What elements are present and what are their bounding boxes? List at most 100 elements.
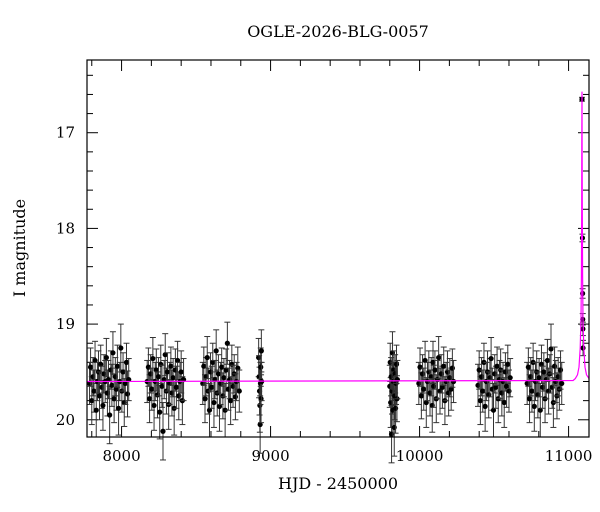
data-marker: [168, 363, 174, 369]
data-point: [423, 377, 430, 428]
data-marker: [476, 367, 482, 373]
data-point: [525, 347, 532, 387]
data-marker: [158, 361, 164, 367]
data-marker: [201, 363, 207, 369]
data-marker: [115, 405, 122, 411]
data-marker: [178, 369, 184, 375]
data-marker: [236, 388, 242, 394]
data-marker: [555, 374, 561, 380]
data-point: [548, 323, 555, 375]
data-marker: [235, 365, 241, 371]
data-marker: [160, 428, 166, 434]
data-point: [490, 382, 497, 438]
data-point: [153, 348, 160, 392]
data-marker: [103, 354, 109, 361]
data-marker: [219, 364, 225, 370]
data-point: [206, 382, 213, 438]
x-tick-label: 10000: [396, 447, 444, 465]
data-point: [148, 367, 155, 411]
data-marker: [492, 371, 498, 377]
data-point: [162, 333, 169, 377]
data-marker: [430, 359, 436, 365]
data-marker: [450, 378, 457, 385]
data-marker: [120, 369, 126, 375]
data-marker: [431, 383, 437, 389]
data-point: [174, 340, 181, 381]
data-marker: [529, 388, 535, 394]
model-curve: [86, 91, 590, 383]
model-curve-group: [86, 91, 590, 383]
data-marker: [174, 357, 181, 364]
data-point: [178, 350, 185, 394]
data-marker: [559, 380, 565, 387]
data-marker: [111, 396, 117, 402]
data-marker: [548, 346, 554, 352]
data-marker: [98, 361, 104, 367]
data-marker: [96, 393, 103, 399]
data-marker: [159, 383, 165, 389]
data-marker: [422, 357, 428, 364]
data-point: [537, 382, 544, 438]
data-marker: [107, 412, 113, 418]
data-marker: [493, 384, 499, 390]
data-marker: [114, 363, 120, 369]
data-marker: [123, 359, 130, 365]
data-marker: [89, 398, 95, 404]
data-point: [218, 347, 225, 387]
data-marker: [417, 364, 423, 370]
data-marker: [209, 384, 215, 390]
data-point: [215, 354, 222, 394]
data-marker: [524, 380, 530, 387]
x-tick-label: 8000: [102, 447, 140, 465]
data-marker: [176, 393, 182, 399]
data-marker: [553, 378, 559, 385]
data-marker: [122, 380, 128, 387]
data-point: [507, 358, 514, 398]
data-marker: [170, 375, 176, 381]
data-marker: [544, 357, 551, 364]
data-marker: [224, 340, 230, 346]
y-tick-label: 20: [56, 411, 75, 429]
plot-frame: [86, 59, 590, 438]
data-marker: [423, 399, 429, 406]
data-point: [482, 381, 489, 432]
data-marker: [507, 375, 513, 381]
data-marker: [213, 348, 219, 354]
data-marker: [434, 376, 441, 383]
x-axis-label: HJD - 2450000: [278, 474, 398, 493]
data-marker: [441, 363, 447, 369]
data-marker: [92, 357, 98, 364]
data-marker: [531, 403, 537, 409]
data-marker: [537, 407, 543, 413]
axis-ticks: [87, 60, 589, 437]
data-marker: [421, 386, 427, 392]
data-point: [440, 346, 447, 386]
y-tick-label: 17: [56, 124, 75, 142]
data-marker: [475, 382, 481, 388]
data-marker: [482, 403, 488, 409]
data-point: [149, 336, 156, 381]
data-marker: [93, 407, 99, 413]
x-tick-label: 9000: [251, 447, 289, 465]
data-marker: [87, 364, 94, 370]
data-marker: [478, 374, 485, 380]
data-marker: [477, 398, 483, 404]
data-marker: [536, 375, 542, 381]
data-marker: [525, 364, 531, 370]
data-marker: [91, 388, 97, 394]
data-marker: [164, 369, 171, 375]
data-marker: [505, 361, 511, 367]
data-marker: [436, 354, 442, 361]
data-marker: [419, 371, 426, 377]
data-point: [420, 367, 427, 411]
data-marker: [528, 374, 534, 380]
data-marker: [503, 383, 510, 389]
data-marker: [494, 363, 500, 369]
y-tick-label: 18: [56, 219, 75, 237]
data-point: [234, 346, 241, 390]
data-marker: [580, 345, 586, 351]
data-marker: [101, 371, 107, 377]
data-points: [86, 96, 587, 464]
data-marker: [211, 399, 217, 406]
data-marker: [416, 380, 422, 387]
